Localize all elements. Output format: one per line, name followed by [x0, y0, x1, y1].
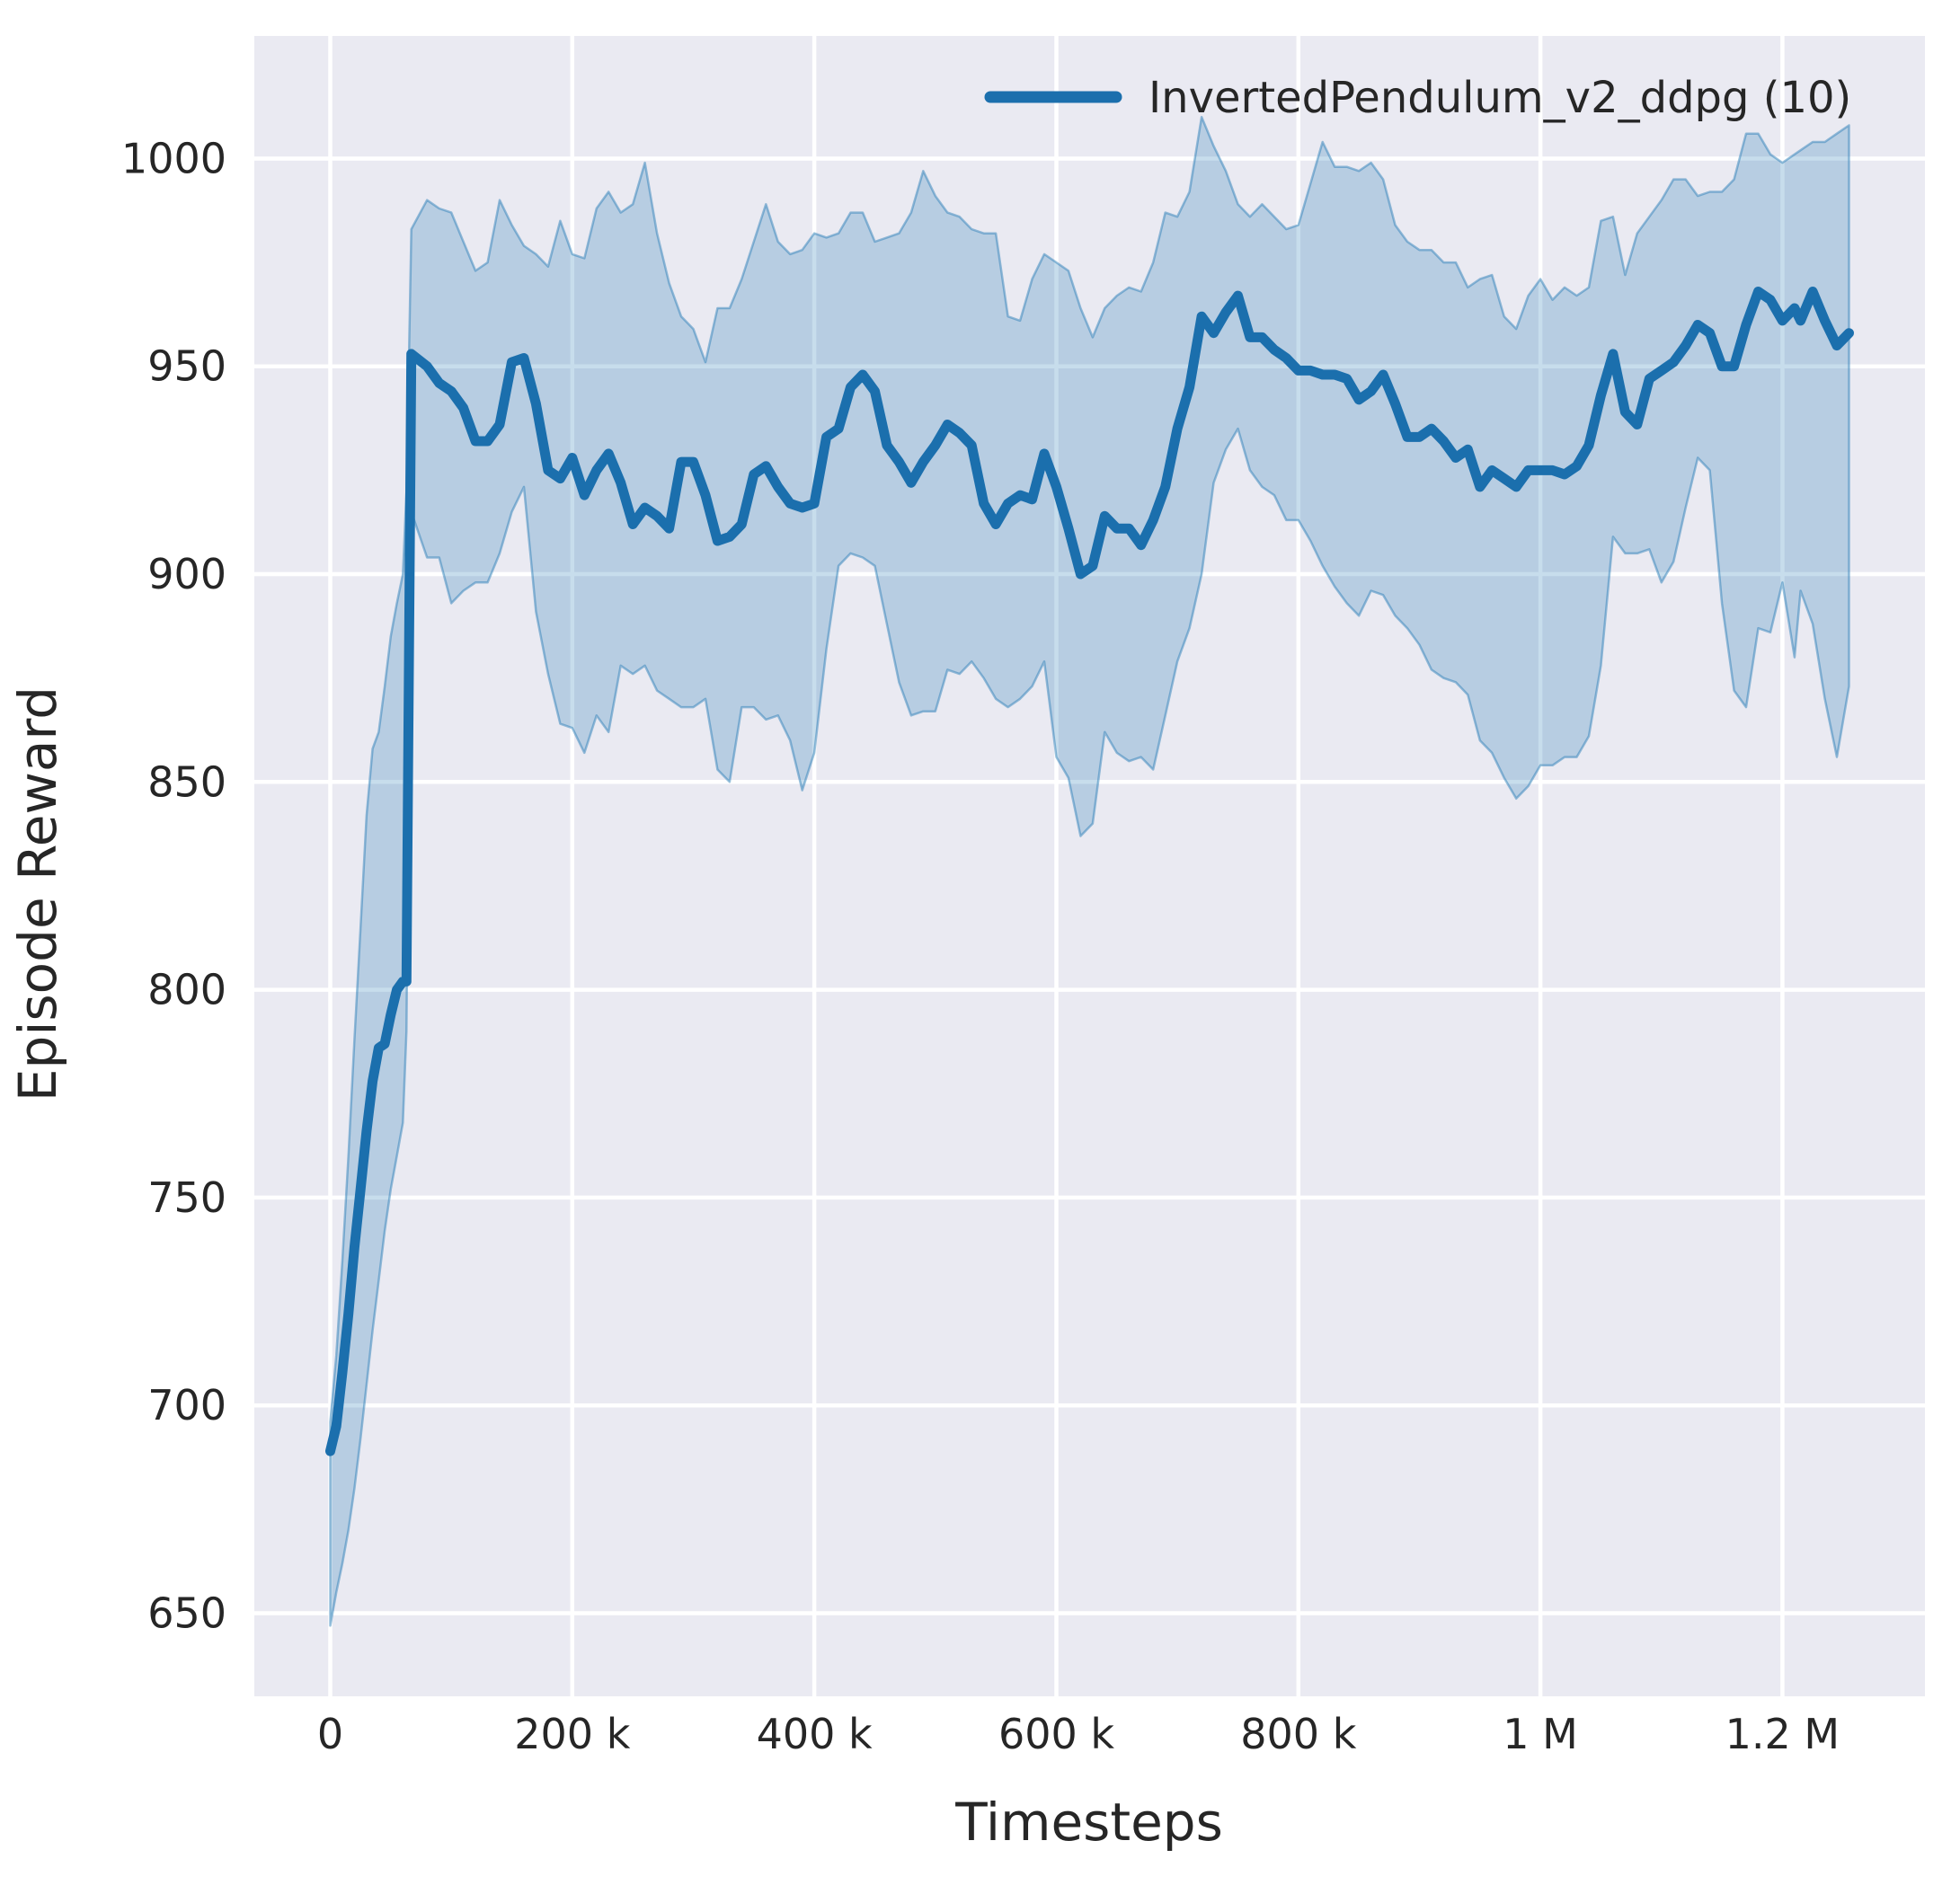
y-tick-label: 950: [147, 342, 226, 391]
y-tick-label: 850: [147, 757, 226, 806]
y-tick-label: 900: [147, 550, 226, 598]
x-tick-label: 800 k: [1240, 1710, 1356, 1758]
x-tick-label: 0: [317, 1710, 343, 1758]
y-axis-ticks: 650 700 750 800 850 900 950 1000: [121, 135, 226, 1638]
mean-line: [325, 287, 1854, 1456]
x-tick-label: 200 k: [514, 1710, 630, 1758]
x-tick-label: 1 M: [1503, 1710, 1578, 1758]
y-tick-label: 700: [147, 1381, 226, 1429]
y-tick-label: 800: [147, 966, 226, 1014]
x-tick-label: 400 k: [757, 1710, 873, 1758]
x-axis-label: Timesteps: [954, 1792, 1223, 1853]
gridlines: [254, 36, 1925, 1696]
legend-label: InvertedPendulum_v2_ddpg (10): [1149, 73, 1851, 123]
legend: InvertedPendulum_v2_ddpg (10): [984, 73, 1851, 123]
x-tick-label: 1.2 M: [1725, 1710, 1840, 1758]
plot-area: [254, 36, 1925, 1696]
y-axis-label: Episode Reward: [7, 686, 68, 1102]
y-tick-label: 1000: [121, 135, 226, 183]
x-tick-label: 600 k: [998, 1710, 1114, 1758]
x-axis-ticks: 0 200 k 400 k 600 k 800 k 1 M 1.2 M: [317, 1710, 1840, 1758]
y-tick-label: 750: [147, 1173, 226, 1222]
y-tick-label: 650: [147, 1589, 226, 1638]
